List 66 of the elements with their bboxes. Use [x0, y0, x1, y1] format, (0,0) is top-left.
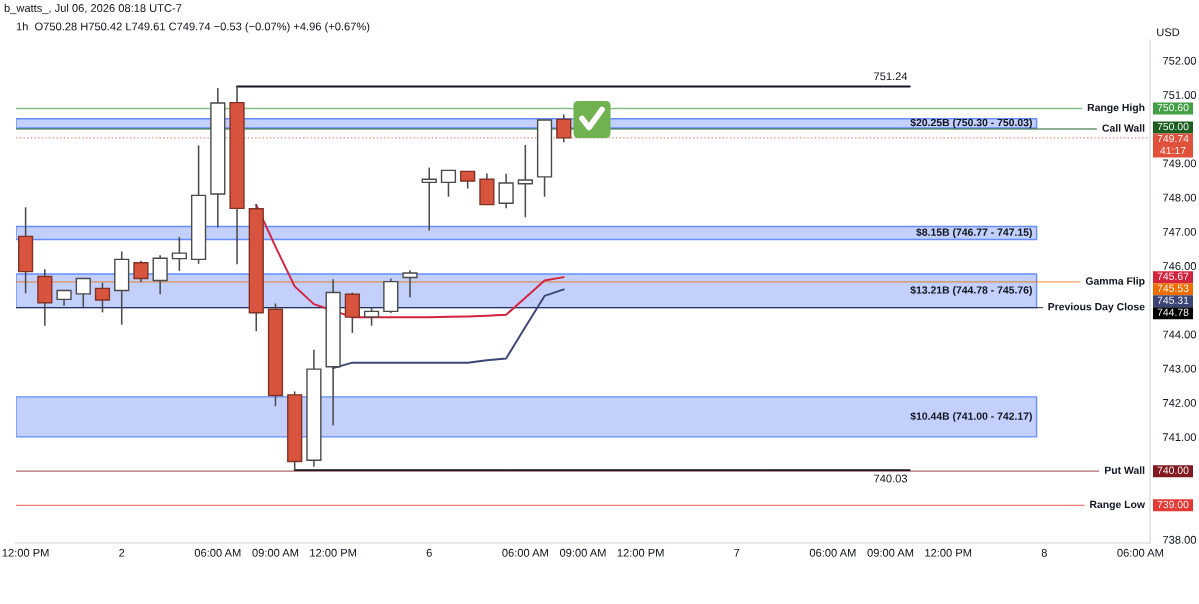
- x-tick-label: 2: [119, 548, 125, 557]
- candlestick: [517, 144, 533, 219]
- candlestick: [402, 269, 418, 299]
- x-tick-label: 06:00 AM: [502, 548, 548, 557]
- x-tick-label: 12:00 PM: [2, 548, 49, 557]
- candlestick: [498, 173, 514, 210]
- y-tick-label: 741.00: [1163, 433, 1197, 442]
- candlestick: [133, 259, 149, 284]
- candlestick: [344, 291, 360, 334]
- y-tick-label: 751.00: [1163, 91, 1197, 99]
- ref-line-label: Call Wall: [1102, 124, 1145, 132]
- candlestick: [363, 306, 380, 327]
- annotation: 745.67: [1157, 272, 1189, 280]
- ref-line-label: Previous Day Close: [1048, 302, 1145, 313]
- x-tick-label: 09:00 AM: [867, 548, 914, 557]
- chart-title: 1h O750.28 H750.42 L749.61 C749.74 −0.53 (−0.07%) +4.96 (+0.67%): [16, 22, 370, 33]
- candlestick: [75, 277, 91, 308]
- ref-line-label: Put Wall: [1105, 466, 1145, 474]
- text: 745.53: [1157, 284, 1189, 292]
- annotation: 739.00: [1157, 500, 1189, 509]
- y-tick-label: 738.00: [1163, 535, 1197, 544]
- y-tick-label: 748.00: [1163, 193, 1197, 202]
- annotation: 740.00: [1157, 466, 1189, 474]
- x-tick-label: 12:00 PM: [310, 548, 356, 557]
- band-label: $20.25B (750.30 - 750.03): [910, 118, 1032, 129]
- ref-line-label: Range High: [1087, 103, 1145, 114]
- data-label: 740.03: [874, 474, 908, 483]
- line-series: [255, 203, 565, 319]
- y-tick-label: 749.00: [1163, 159, 1197, 168]
- text: 749.74: [1157, 134, 1189, 143]
- x-tick-label: 7: [734, 548, 740, 557]
- data-label: 751.24: [874, 72, 908, 81]
- x-tick-label: 12:00 PM: [925, 548, 972, 557]
- x-tick-label: 06:00 AM: [1117, 548, 1163, 557]
- y-tick-label: 752.00: [1163, 56, 1197, 65]
- x-tick-label: 09:00 AM: [252, 548, 299, 557]
- text: 41:17: [1160, 146, 1186, 155]
- text: b_watts_, Jul 06, 2026 08:18 UTC-7: [4, 3, 182, 15]
- x-tick-label: 12:00 PM: [617, 548, 664, 557]
- candlestick: [421, 166, 437, 232]
- band-label: $10.44B (741.00 - 742.17): [910, 411, 1032, 422]
- annotation: 750.60: [1157, 103, 1189, 112]
- y-tick-label: 743.00: [1163, 364, 1197, 373]
- candlestick: [556, 113, 572, 144]
- text: 744.78: [1157, 308, 1189, 316]
- x-tick-label: 09:00 AM: [559, 548, 606, 557]
- line-series: [332, 288, 565, 370]
- candlestick: [171, 236, 187, 272]
- y-tick-label: 744.00: [1163, 330, 1197, 339]
- x-tick-label: 06:00 AM: [194, 548, 241, 557]
- ref-line-label: Range Low: [1090, 500, 1146, 511]
- text: 750.00: [1157, 122, 1189, 131]
- band-label: $8.15B (746.77 - 747.15): [916, 228, 1032, 238]
- ref-line-label: Gamma Flip: [1085, 277, 1145, 287]
- x-tick-label: 06:00 AM: [809, 548, 856, 557]
- y-tick-label: 742.00: [1163, 398, 1197, 407]
- candlestick: [440, 169, 457, 198]
- y-tick-label: 746.00: [1163, 262, 1197, 270]
- x-tick-label: 6: [426, 548, 432, 557]
- y-axis-title: USD: [1157, 28, 1180, 37]
- candlestick: [152, 254, 168, 296]
- candlestick: [94, 281, 111, 314]
- x-tick-label: 8: [1041, 548, 1047, 557]
- text: 745.31: [1157, 296, 1189, 304]
- band-label: $13.21B (744.78 - 745.76): [910, 285, 1032, 296]
- y-tick-label: 747.00: [1163, 227, 1197, 236]
